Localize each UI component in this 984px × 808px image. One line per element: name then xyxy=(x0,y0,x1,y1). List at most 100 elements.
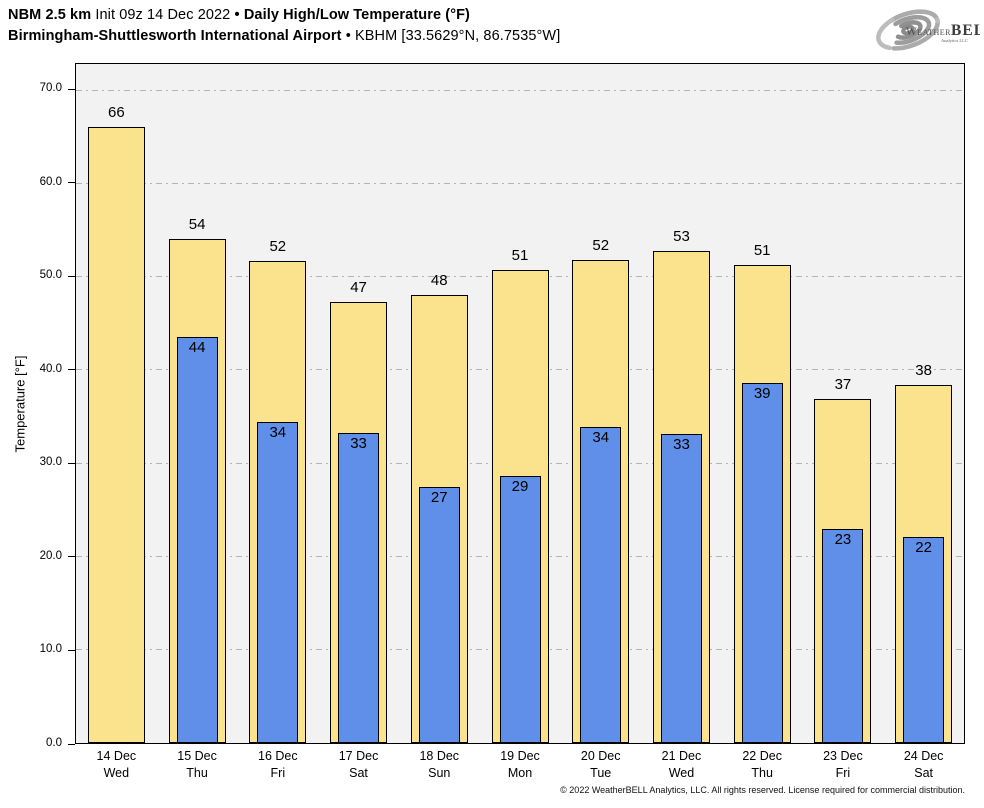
y-tick-mark xyxy=(68,462,75,464)
x-tick-date: 16 Dec xyxy=(258,749,298,763)
low-value-label: 33 xyxy=(673,436,690,454)
svg-text:WeatherBELL: WeatherBELL xyxy=(906,22,980,39)
high-value-label: 48 xyxy=(430,272,448,290)
x-tick-day: Sat xyxy=(349,766,368,780)
x-tick-label: 14 Dec Wed xyxy=(70,748,162,782)
title-init: Init 09z 14 Dec 2022 xyxy=(95,7,231,23)
high-bar xyxy=(87,127,145,743)
low-bar xyxy=(176,337,218,743)
gridline-70 xyxy=(76,89,964,91)
high-value-label: 66 xyxy=(108,104,125,122)
x-tick-day: Sat xyxy=(914,766,933,780)
x-tick-label: 16 Dec Fri xyxy=(232,748,324,782)
low-value-label: 29 xyxy=(511,478,529,496)
x-tick-date: 22 Dec xyxy=(742,749,782,763)
chart-subtitle: Birmingham-Shuttlesworth International A… xyxy=(8,28,560,44)
y-tick-mark xyxy=(68,556,75,558)
y-tick-mark xyxy=(68,369,75,371)
high-value-label: 38 xyxy=(915,361,932,379)
logo-text-bell: BELL xyxy=(951,22,980,39)
low-bar xyxy=(499,476,541,743)
title-model: NBM 2.5 km xyxy=(8,7,92,23)
low-value-label: 27 xyxy=(430,489,448,507)
copyright-notice: © 2022 WeatherBELL Analytics, LLC. All r… xyxy=(560,785,965,795)
low-value-label: 44 xyxy=(188,339,206,357)
x-tick-day: Wed xyxy=(668,766,695,780)
x-tick-date: 18 Dec xyxy=(419,749,460,763)
y-tick-label: 10.0 xyxy=(39,643,62,656)
low-value-label: 34 xyxy=(592,428,610,446)
x-tick-label: 22 Dec Thu xyxy=(716,748,808,782)
title-product: Daily High/Low Temperature (°F) xyxy=(243,7,470,23)
x-tick-date: 24 Dec xyxy=(903,749,944,763)
y-tick-label: 20.0 xyxy=(39,549,62,562)
low-bar xyxy=(660,434,702,743)
x-tick-date: 17 Dec xyxy=(338,749,379,763)
y-tick-label: 0.0 xyxy=(46,737,62,749)
high-value-label: 53 xyxy=(673,228,690,246)
y-tick-label: 50.0 xyxy=(39,269,62,282)
x-tick-day: Wed xyxy=(103,766,130,780)
low-bar xyxy=(580,426,622,743)
low-bar xyxy=(822,529,864,743)
high-value-label: 37 xyxy=(834,375,852,393)
x-tick-day: Tue xyxy=(590,766,612,780)
subtitle-coords: KBHM [33.5629°N, 86.7535°W] xyxy=(355,28,561,44)
high-value-label: 51 xyxy=(511,247,529,265)
low-value-label: 39 xyxy=(753,384,771,402)
weatherbell-logo: WeatherBELL Analytics LLC xyxy=(872,3,984,57)
x-tick-day: Fri xyxy=(270,766,286,780)
low-value-label: 33 xyxy=(350,435,367,453)
low-bar xyxy=(338,433,380,743)
low-bar xyxy=(741,382,783,743)
y-tick-label: 30.0 xyxy=(39,456,62,469)
logo-text-weather: Weather xyxy=(906,26,951,38)
y-tick-label: 70.0 xyxy=(39,82,62,95)
x-tick-day: Fri xyxy=(835,766,851,780)
low-value-label: 23 xyxy=(834,531,852,549)
title-bullet: • xyxy=(234,7,240,23)
x-tick-date: 21 Dec xyxy=(661,749,702,763)
x-tick-day: Thu xyxy=(751,766,773,780)
x-tick-label: 18 Dec Sun xyxy=(393,748,485,782)
x-tick-day: Mon xyxy=(507,766,533,780)
x-tick-label: 15 Dec Thu xyxy=(151,748,243,782)
x-tick-label: 19 Dec Mon xyxy=(474,748,566,782)
x-tick-label: 23 Dec Fri xyxy=(797,748,889,782)
logo-tagline: Analytics LLC xyxy=(941,38,968,43)
x-tick-day: Thu xyxy=(186,766,208,780)
high-value-label: 52 xyxy=(269,237,287,255)
high-value-label: 52 xyxy=(592,236,610,254)
x-tick-date: 23 Dec xyxy=(823,749,863,763)
low-value-label: 34 xyxy=(269,424,287,442)
x-tick-date: 14 Dec xyxy=(96,749,137,763)
hurricane-swirl-icon: WeatherBELL Analytics LLC xyxy=(876,9,984,51)
y-tick-label: 40.0 xyxy=(39,362,62,375)
low-bar xyxy=(903,536,945,743)
x-tick-day: Sun xyxy=(428,766,451,780)
plot-area: 66 54 44 52 34 47 33 48 27 51 29 52 34 53 33 51 39 37 23 38… xyxy=(75,63,965,744)
subtitle-bullet: • xyxy=(345,28,351,44)
y-tick-mark xyxy=(68,88,75,90)
x-tick-label: 24 Dec Sat xyxy=(878,748,970,782)
x-tick-label: 21 Dec Wed xyxy=(635,748,727,782)
y-tick-mark xyxy=(68,649,75,651)
chart-title: NBM 2.5 km Init 09z 14 Dec 2022 • Daily … xyxy=(8,7,470,23)
gridline-60 xyxy=(76,182,964,184)
x-tick-date: 15 Dec xyxy=(177,749,217,763)
low-value-label: 22 xyxy=(915,538,932,556)
x-tick-label: 20 Dec Tue xyxy=(555,748,647,782)
y-tick-mark xyxy=(68,182,75,184)
high-value-label: 54 xyxy=(188,216,206,234)
low-bar xyxy=(418,487,460,743)
x-tick-date: 19 Dec xyxy=(500,749,540,763)
x-tick-date: 20 Dec xyxy=(580,749,621,763)
y-tick-mark xyxy=(68,743,75,745)
x-tick-label: 17 Dec Sat xyxy=(313,748,405,782)
low-bar xyxy=(257,422,299,743)
high-value-label: 51 xyxy=(753,241,771,259)
y-tick-mark xyxy=(68,275,75,277)
subtitle-station: Birmingham-Shuttlesworth International A… xyxy=(8,28,342,44)
high-value-label: 47 xyxy=(350,278,367,296)
